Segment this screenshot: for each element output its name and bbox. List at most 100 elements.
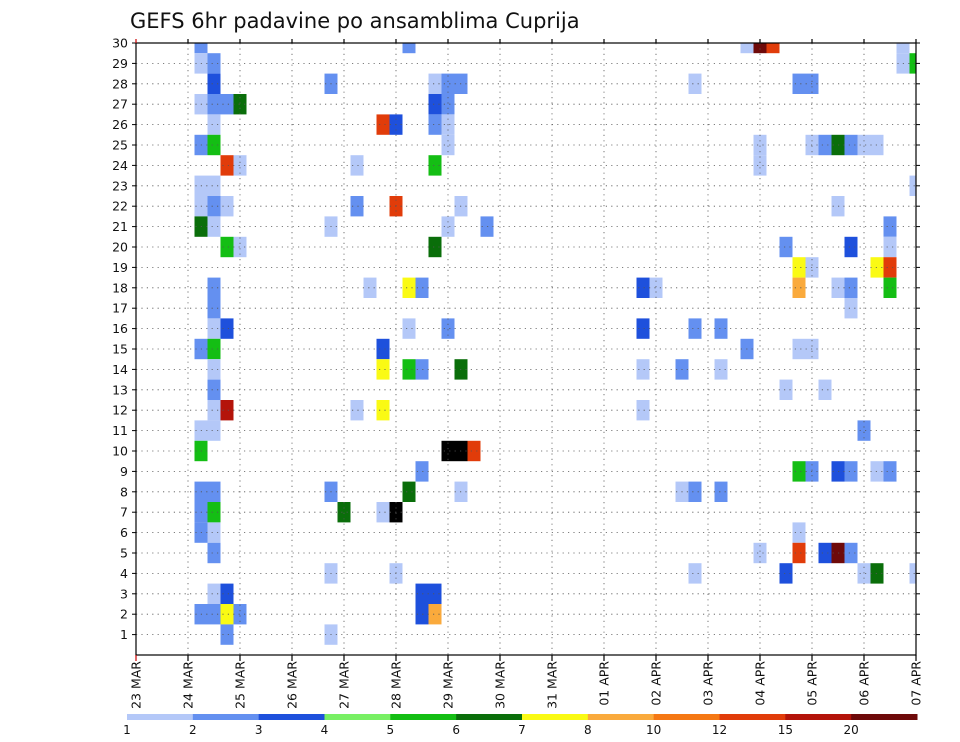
colorbar-label: 8 (584, 723, 592, 737)
colorbar-swatch (785, 714, 852, 720)
heatmap-cell (350, 400, 364, 421)
heatmap-cell (441, 440, 455, 462)
heatmap-cell (792, 257, 806, 278)
heatmap-cell (220, 583, 234, 604)
heatmap-cell (350, 196, 364, 217)
y-tick-label: 4 (120, 566, 128, 581)
heatmap-cell (376, 338, 390, 360)
heatmap-cell (376, 502, 390, 523)
heatmap-cell (207, 318, 221, 339)
heatmap-cell (441, 94, 455, 115)
colorbar-label: 6 (452, 723, 460, 737)
heatmap-cell (428, 236, 442, 258)
x-tick-label: 03 APR (701, 661, 716, 706)
heatmap-cell (415, 277, 429, 298)
heatmap-cell (376, 114, 390, 135)
x-tick-label: 02 APR (649, 661, 664, 706)
y-tick-label: 9 (120, 464, 128, 479)
colorbar-swatch (851, 714, 918, 720)
heatmap-cell (207, 196, 221, 217)
heatmap-cell (415, 583, 429, 604)
heatmap-cell (688, 318, 702, 339)
y-tick-label: 21 (112, 219, 128, 234)
y-tick-label: 8 (120, 484, 128, 499)
x-tick-label: 23 MAR (129, 661, 144, 709)
colorbar-swatch (324, 714, 391, 720)
heatmap-cell (714, 318, 728, 339)
heatmap-cell (207, 604, 221, 625)
heatmap-cell (363, 277, 377, 298)
x-tick-label: 25 MAR (233, 661, 248, 709)
heatmap-cell (896, 43, 910, 54)
heatmap-cell (207, 420, 221, 441)
heatmap-cell (233, 604, 247, 625)
y-tick-label: 28 (112, 76, 128, 91)
heatmap-cell (636, 277, 650, 298)
colorbar-swatch (192, 714, 260, 720)
heatmap-cell (207, 175, 221, 196)
heatmap-cell (207, 400, 221, 421)
y-tick-label: 17 (112, 301, 128, 316)
colorbar-swatch (456, 714, 523, 720)
heatmap-cell (220, 236, 234, 258)
heatmap-cell (441, 73, 455, 94)
y-tick-label: 12 (112, 403, 128, 418)
y-tick-label: 5 (120, 546, 128, 561)
heatmap-cell (376, 400, 390, 421)
x-tick-label: 01 APR (597, 661, 612, 706)
heatmap-cell (220, 196, 234, 217)
y-tick-label: 26 (112, 117, 128, 132)
heatmap-cell (818, 379, 832, 400)
colorbar-label: 3 (255, 723, 263, 737)
heatmap-cell (857, 134, 871, 156)
heatmap-cell (428, 73, 442, 94)
heatmap-cell (857, 420, 871, 441)
heatmap-cell (753, 542, 767, 564)
colorbar-swatch (522, 714, 589, 720)
heatmap-cell (402, 481, 416, 502)
heatmap-cell (220, 400, 234, 421)
colorbar-swatch (258, 714, 325, 720)
y-tick-label: 10 (112, 444, 128, 459)
y-tick-label: 6 (120, 525, 128, 540)
x-tick-label: 31 MAR (545, 661, 560, 709)
heatmap-cells (194, 43, 916, 645)
heatmap-cell (207, 583, 221, 604)
y-tick-label: 11 (112, 423, 128, 438)
y-tick-label: 7 (120, 505, 128, 520)
heatmap-cell (753, 155, 767, 176)
colorbar-label: 20 (844, 723, 859, 737)
heatmap-cell (844, 461, 858, 482)
heatmap-cell (844, 134, 858, 156)
heatmap-cell (207, 522, 221, 543)
heatmap-cell (779, 379, 793, 400)
heatmap-cell (233, 236, 247, 258)
heatmap-cell (428, 114, 442, 135)
heatmap-cell (883, 461, 897, 482)
heatmap-cell (415, 359, 429, 380)
heatmap-cell (766, 43, 780, 54)
heatmap-cell (714, 481, 728, 502)
heatmap-cell (402, 318, 416, 339)
colorbar-label: 4 (321, 723, 329, 737)
heatmap-cell (402, 359, 416, 380)
heatmap-cell (207, 359, 221, 380)
heatmap-cell (636, 318, 650, 339)
heatmap-cell (753, 134, 767, 156)
colorbar: 1 2 3 4 5 6 7 8 10 12 15 20 (123, 714, 918, 737)
heatmap-cell (779, 236, 793, 258)
colorbar-label: 1 (123, 723, 131, 737)
heatmap-cell (428, 604, 442, 625)
heatmap-cell (792, 73, 806, 94)
y-tick-label: 3 (120, 586, 128, 601)
heatmap-cell (207, 216, 221, 237)
y-tick-label: 15 (112, 342, 128, 357)
colorbar-label: 5 (387, 723, 395, 737)
heatmap-cell (688, 73, 702, 94)
y-tick-label: 25 (112, 138, 128, 153)
heatmap-cell (220, 155, 234, 176)
heatmap-cell (844, 298, 858, 319)
heatmap-cell (220, 624, 234, 645)
heatmap-cell (428, 155, 442, 176)
heatmap-cell (792, 542, 806, 564)
